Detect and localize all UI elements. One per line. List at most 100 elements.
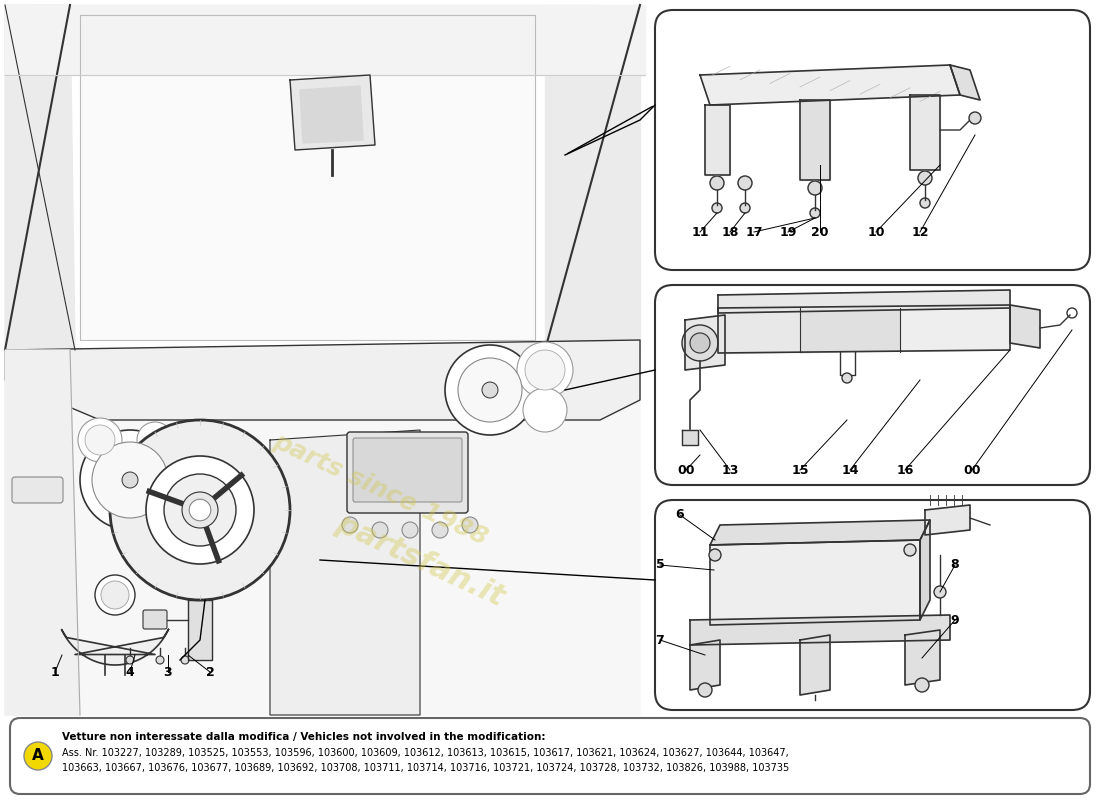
Circle shape bbox=[342, 517, 358, 533]
Circle shape bbox=[80, 430, 180, 530]
Text: 12: 12 bbox=[911, 226, 928, 238]
Circle shape bbox=[164, 474, 236, 546]
Polygon shape bbox=[6, 5, 75, 350]
Polygon shape bbox=[905, 630, 940, 685]
Circle shape bbox=[85, 425, 116, 455]
Circle shape bbox=[740, 203, 750, 213]
Circle shape bbox=[24, 742, 52, 770]
Circle shape bbox=[146, 456, 254, 564]
Text: partsfan.it: partsfan.it bbox=[331, 508, 509, 612]
Circle shape bbox=[712, 203, 722, 213]
Polygon shape bbox=[718, 305, 1010, 353]
Text: 11: 11 bbox=[691, 226, 708, 238]
Polygon shape bbox=[718, 290, 1010, 313]
Polygon shape bbox=[710, 540, 920, 625]
Circle shape bbox=[101, 581, 129, 609]
Polygon shape bbox=[690, 640, 721, 690]
Circle shape bbox=[122, 472, 138, 488]
Polygon shape bbox=[800, 635, 830, 695]
Circle shape bbox=[182, 656, 189, 664]
Circle shape bbox=[182, 492, 218, 528]
FancyBboxPatch shape bbox=[20, 500, 300, 700]
Text: 7: 7 bbox=[656, 634, 664, 646]
Circle shape bbox=[522, 388, 566, 432]
Circle shape bbox=[156, 656, 164, 664]
Polygon shape bbox=[950, 65, 980, 100]
Circle shape bbox=[402, 522, 418, 538]
Circle shape bbox=[517, 342, 573, 398]
Text: 3: 3 bbox=[164, 666, 173, 678]
Text: 18: 18 bbox=[722, 226, 739, 238]
Text: 17: 17 bbox=[746, 226, 762, 238]
Text: 00: 00 bbox=[964, 463, 981, 477]
Polygon shape bbox=[300, 86, 363, 143]
Polygon shape bbox=[6, 5, 645, 75]
FancyBboxPatch shape bbox=[12, 477, 63, 503]
Polygon shape bbox=[925, 505, 970, 535]
Circle shape bbox=[525, 350, 565, 390]
Polygon shape bbox=[800, 100, 830, 180]
Circle shape bbox=[78, 418, 122, 462]
Polygon shape bbox=[690, 615, 950, 645]
Text: Ass. Nr. 103227, 103289, 103525, 103553, 103596, 103600, 103609, 103612, 103613,: Ass. Nr. 103227, 103289, 103525, 103553,… bbox=[62, 748, 789, 758]
Polygon shape bbox=[6, 350, 80, 715]
Circle shape bbox=[904, 544, 916, 556]
Text: 10: 10 bbox=[867, 226, 884, 238]
Polygon shape bbox=[270, 430, 420, 715]
Polygon shape bbox=[188, 600, 212, 660]
Circle shape bbox=[810, 208, 820, 218]
Polygon shape bbox=[6, 380, 640, 715]
Polygon shape bbox=[6, 5, 640, 715]
Text: parts since 1988: parts since 1988 bbox=[268, 430, 492, 550]
Text: 9: 9 bbox=[950, 614, 959, 626]
Circle shape bbox=[969, 112, 981, 124]
Circle shape bbox=[189, 499, 211, 521]
FancyBboxPatch shape bbox=[654, 10, 1090, 270]
FancyBboxPatch shape bbox=[654, 500, 1090, 710]
Circle shape bbox=[920, 198, 929, 208]
Polygon shape bbox=[920, 520, 929, 620]
Circle shape bbox=[710, 549, 720, 561]
Circle shape bbox=[446, 345, 535, 435]
Polygon shape bbox=[682, 430, 698, 445]
Circle shape bbox=[432, 522, 448, 538]
Polygon shape bbox=[700, 65, 960, 105]
Polygon shape bbox=[710, 520, 930, 545]
Text: 103663, 103667, 103676, 103677, 103689, 103692, 103708, 103711, 103714, 103716, : 103663, 103667, 103676, 103677, 103689, … bbox=[62, 763, 790, 773]
Text: 16: 16 bbox=[896, 463, 914, 477]
Circle shape bbox=[138, 422, 173, 458]
Polygon shape bbox=[1010, 305, 1040, 348]
Circle shape bbox=[458, 358, 522, 422]
Text: 00: 00 bbox=[678, 463, 695, 477]
Text: 13: 13 bbox=[722, 463, 739, 477]
Circle shape bbox=[92, 442, 168, 518]
Circle shape bbox=[690, 333, 710, 353]
FancyBboxPatch shape bbox=[353, 438, 462, 502]
Text: 19: 19 bbox=[779, 226, 796, 238]
Circle shape bbox=[698, 683, 712, 697]
Text: 1: 1 bbox=[51, 666, 59, 678]
Text: 15: 15 bbox=[791, 463, 808, 477]
Polygon shape bbox=[718, 308, 800, 354]
Circle shape bbox=[110, 420, 290, 600]
Polygon shape bbox=[685, 315, 725, 370]
FancyBboxPatch shape bbox=[143, 610, 167, 629]
Polygon shape bbox=[705, 105, 730, 175]
Circle shape bbox=[682, 325, 718, 361]
Polygon shape bbox=[30, 5, 595, 65]
Text: 4: 4 bbox=[125, 666, 134, 678]
Circle shape bbox=[738, 176, 752, 190]
Text: 2: 2 bbox=[206, 666, 214, 678]
FancyBboxPatch shape bbox=[10, 718, 1090, 794]
Circle shape bbox=[372, 522, 388, 538]
Circle shape bbox=[808, 181, 822, 195]
FancyBboxPatch shape bbox=[346, 432, 468, 513]
Text: 6: 6 bbox=[675, 509, 684, 522]
FancyBboxPatch shape bbox=[654, 285, 1090, 485]
Polygon shape bbox=[80, 15, 535, 340]
Polygon shape bbox=[910, 95, 940, 170]
Polygon shape bbox=[290, 75, 375, 150]
Circle shape bbox=[126, 656, 134, 664]
Circle shape bbox=[842, 373, 852, 383]
Text: 8: 8 bbox=[950, 558, 959, 571]
